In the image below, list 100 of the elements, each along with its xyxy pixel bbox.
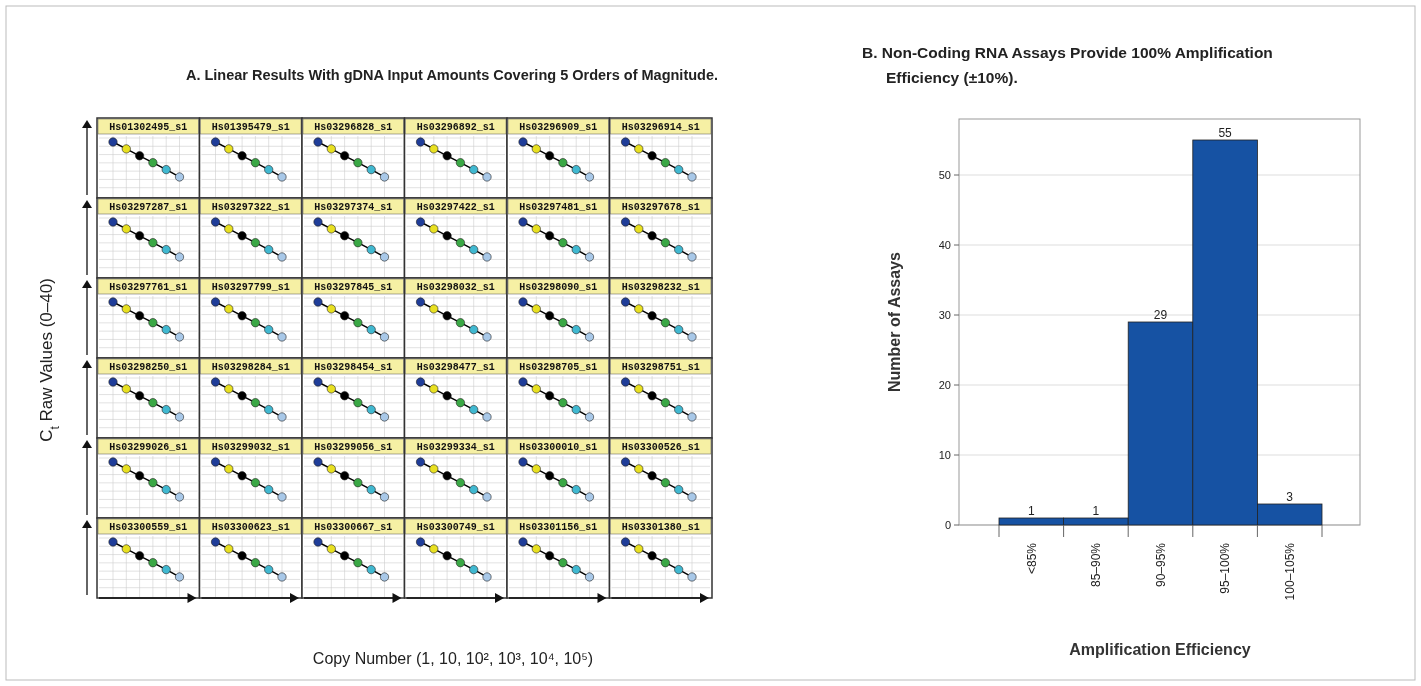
- point: [469, 245, 479, 255]
- point: [634, 384, 644, 394]
- point: [416, 137, 425, 147]
- point: [571, 165, 581, 175]
- point: [237, 471, 247, 481]
- point: [277, 252, 287, 262]
- point: [531, 384, 541, 394]
- point: [135, 311, 145, 321]
- point: [108, 457, 118, 467]
- point: [148, 558, 158, 568]
- chart-title: Hs03296914_s1: [621, 122, 700, 133]
- point: [545, 391, 555, 401]
- chart-title: Hs03297287_s1: [109, 202, 188, 213]
- chart-title: Hs03298284_s1: [211, 362, 290, 373]
- point: [621, 217, 630, 227]
- y-tick-label: 30: [938, 308, 951, 321]
- point: [687, 572, 697, 582]
- point: [469, 325, 479, 335]
- point: [353, 478, 363, 488]
- point: [469, 485, 479, 495]
- chart-title: Hs03300559_s1: [109, 522, 188, 533]
- point: [429, 304, 439, 314]
- point: [237, 551, 247, 561]
- point: [277, 332, 287, 342]
- point: [455, 238, 465, 248]
- point: [175, 332, 184, 342]
- point: [469, 165, 479, 175]
- chart-title: Hs03297845_s1: [314, 282, 393, 293]
- point: [558, 398, 568, 408]
- point: [647, 471, 657, 481]
- point: [442, 311, 452, 321]
- chart-title: Hs03298751_s1: [621, 362, 700, 373]
- point: [429, 544, 439, 554]
- chart-title: Hs03297761_s1: [109, 282, 188, 293]
- data-label: 3: [1286, 490, 1294, 504]
- point: [687, 412, 697, 422]
- point: [660, 238, 670, 248]
- point: [326, 464, 336, 474]
- point: [621, 537, 630, 547]
- point: [531, 544, 541, 554]
- point: [469, 405, 479, 415]
- point: [148, 478, 158, 488]
- point: [175, 492, 184, 502]
- text: Copy Number (1, 10, 10², 10³, 10⁴, 10⁵): [312, 650, 594, 667]
- point: [647, 231, 657, 241]
- point: [380, 492, 389, 502]
- point: [135, 231, 145, 241]
- point: [224, 384, 234, 394]
- chart-title: Hs03299334_s1: [416, 442, 495, 453]
- point: [455, 318, 465, 328]
- point: [340, 391, 350, 401]
- point: [326, 384, 336, 394]
- point: [518, 377, 528, 387]
- point: [558, 158, 568, 168]
- point: [634, 544, 644, 554]
- point: [108, 217, 118, 227]
- point: [545, 471, 555, 481]
- chart-title: Hs03297678_s1: [621, 202, 700, 213]
- point: [121, 224, 131, 234]
- point: [211, 377, 220, 387]
- chart-title: Hs03297799_s1: [211, 282, 290, 293]
- point: [121, 304, 131, 314]
- point: [211, 457, 220, 467]
- point: [482, 332, 492, 342]
- point: [121, 144, 131, 154]
- point: [558, 478, 568, 488]
- point: [531, 304, 541, 314]
- chart-title: Hs03300010_s1: [519, 442, 598, 453]
- point: [416, 377, 425, 387]
- chart-title: Hs03298705_s1: [519, 362, 598, 373]
- point: [135, 151, 145, 161]
- chart-title: Hs03300749_s1: [416, 522, 495, 533]
- point: [237, 311, 247, 321]
- point: [660, 318, 670, 328]
- point: [148, 238, 158, 248]
- point: [353, 398, 363, 408]
- point: [135, 391, 145, 401]
- point: [634, 144, 644, 154]
- point: [585, 492, 594, 502]
- data-label: 1: [1092, 504, 1100, 518]
- chart-title: Hs03296828_s1: [314, 122, 393, 133]
- point: [455, 558, 465, 568]
- point: [161, 485, 171, 495]
- point: [121, 384, 131, 394]
- point: [429, 144, 439, 154]
- chart-title: Hs03301380_s1: [621, 522, 700, 533]
- point: [416, 217, 425, 227]
- point: [264, 245, 274, 255]
- point: [687, 492, 697, 502]
- point: [571, 565, 581, 575]
- point: [250, 238, 260, 248]
- point: [558, 238, 568, 248]
- point: [211, 537, 220, 547]
- chart-title: Hs03300623_s1: [211, 522, 290, 533]
- point: [340, 551, 350, 561]
- point: [148, 318, 158, 328]
- point: [264, 565, 274, 575]
- point: [313, 137, 323, 147]
- point: [277, 572, 287, 582]
- point: [674, 565, 684, 575]
